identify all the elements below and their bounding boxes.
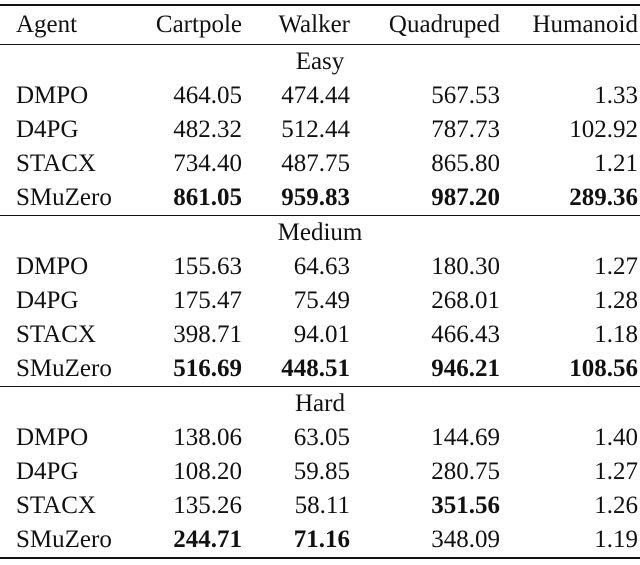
humanoid-score-cell: 1.18 — [594, 321, 638, 348]
column-header-agent: Agent — [0, 4, 130, 45]
agent-cell: SMuZero — [0, 523, 130, 559]
table-row: SMuZero 516.69 448.51 946.21 108.56 — [0, 352, 640, 387]
table-body: Easy DMPO 464.05 474.44 567.53 1.33 D4PG 482.32… — [0, 44, 640, 559]
cartpole-score-cell: 108.20 — [173, 458, 242, 485]
table-row: DMPO 155.63 64.63 180.30 1.27 — [0, 250, 640, 284]
cartpole-score-cell: 464.05 — [173, 82, 242, 109]
humanoid-score-cell: 1.19 — [500, 523, 640, 559]
agent-cell: D4PG — [16, 116, 79, 143]
humanoid-score-cell: 102.92 — [569, 116, 638, 143]
agent-cell: STACX — [16, 492, 96, 519]
column-header-humanoid: Humanoid — [500, 4, 640, 45]
humanoid-score-cell: 1.40 — [594, 424, 638, 451]
quadruped-score-cell: 180.30 — [431, 253, 500, 280]
agent-cell: D4PG — [16, 458, 79, 485]
column-header-quadruped: Quadruped — [350, 4, 500, 45]
agent-cell: DMPO — [16, 253, 89, 280]
walker-score-cell: 959.83 — [281, 184, 350, 211]
quadruped-score-cell: 987.20 — [431, 184, 500, 211]
agent-cell: STACX — [16, 150, 96, 177]
walker-score-cell: 474.44 — [281, 82, 350, 109]
table-row: D4PG 108.20 59.85 280.75 1.27 — [0, 455, 640, 489]
walker-score-cell: 75.49 — [293, 287, 350, 314]
agent-cell: STACX — [16, 321, 96, 348]
results-table: Agent Cartpole Walker Quadruped Humanoid… — [0, 4, 640, 559]
humanoid-score-cell: 1.27 — [594, 253, 638, 280]
column-header-cartpole: Cartpole — [130, 4, 242, 45]
agent-cell: DMPO — [16, 82, 89, 109]
humanoid-score-cell: 1.33 — [594, 82, 638, 109]
table-row: D4PG 175.47 75.49 268.01 1.28 — [0, 284, 640, 318]
cartpole-score-cell: 734.40 — [173, 150, 242, 177]
quadruped-score-cell: 144.69 — [431, 424, 500, 451]
table-row: SMuZero 244.71 71.16 348.09 1.19 — [0, 523, 640, 559]
cartpole-score-cell: 516.69 — [173, 355, 242, 382]
table-row: DMPO 138.06 63.05 144.69 1.40 — [0, 421, 640, 455]
cartpole-score-cell: 155.63 — [173, 253, 242, 280]
walker-score-cell: 59.85 — [293, 458, 350, 485]
table-row: STACX 734.40 487.75 865.80 1.21 — [0, 147, 640, 181]
table-row: DMPO 464.05 474.44 567.53 1.33 — [0, 79, 640, 113]
walker-score-cell: 448.51 — [281, 355, 350, 382]
header-row: Agent Cartpole Walker Quadruped Humanoid — [0, 4, 640, 45]
quadruped-score-cell: 268.01 — [431, 287, 500, 314]
quadruped-score-cell: 787.73 — [431, 116, 500, 143]
quadruped-score-cell: 351.56 — [431, 492, 500, 519]
cartpole-score-cell: 138.06 — [173, 424, 242, 451]
section-header-row: Easy — [0, 44, 640, 79]
cartpole-score-cell: 244.71 — [130, 523, 242, 559]
cartpole-score-cell: 398.71 — [173, 321, 242, 348]
humanoid-score-cell: 1.28 — [594, 287, 638, 314]
section-label: Medium — [0, 215, 640, 250]
section-label: Easy — [0, 44, 640, 79]
agent-cell: D4PG — [16, 287, 79, 314]
walker-score-cell: 71.16 — [242, 523, 350, 559]
cartpole-score-cell: 861.05 — [173, 184, 242, 211]
table-row: D4PG 482.32 512.44 787.73 102.92 — [0, 113, 640, 147]
quadruped-score-cell: 466.43 — [431, 321, 500, 348]
cartpole-score-cell: 175.47 — [173, 287, 242, 314]
humanoid-score-cell: 1.26 — [594, 492, 638, 519]
quadruped-score-cell: 946.21 — [431, 355, 500, 382]
table-row: STACX 135.26 58.11 351.56 1.26 — [0, 489, 640, 523]
table-header: Agent Cartpole Walker Quadruped Humanoid — [0, 4, 640, 45]
cartpole-score-cell: 135.26 — [173, 492, 242, 519]
table-row: SMuZero 861.05 959.83 987.20 289.36 — [0, 181, 640, 216]
walker-score-cell: 487.75 — [281, 150, 350, 177]
humanoid-score-cell: 289.36 — [569, 184, 638, 211]
walker-score-cell: 63.05 — [293, 424, 350, 451]
humanoid-score-cell: 1.27 — [594, 458, 638, 485]
section-label: Hard — [0, 386, 640, 421]
agent-cell: DMPO — [16, 424, 89, 451]
section-header-row: Hard — [0, 386, 640, 421]
walker-score-cell: 64.63 — [293, 253, 350, 280]
walker-score-cell: 94.01 — [293, 321, 350, 348]
table-row: STACX 398.71 94.01 466.43 1.18 — [0, 318, 640, 352]
cartpole-score-cell: 482.32 — [173, 116, 242, 143]
humanoid-score-cell: 1.21 — [594, 150, 638, 177]
quadruped-score-cell: 567.53 — [431, 82, 500, 109]
quadruped-score-cell: 280.75 — [431, 458, 500, 485]
walker-score-cell: 512.44 — [281, 116, 350, 143]
walker-score-cell: 58.11 — [294, 492, 350, 519]
agent-cell: SMuZero — [16, 184, 112, 211]
humanoid-score-cell: 108.56 — [569, 355, 638, 382]
quadruped-score-cell: 865.80 — [431, 150, 500, 177]
section-header-row: Medium — [0, 215, 640, 250]
column-header-walker: Walker — [242, 4, 350, 45]
quadruped-score-cell: 348.09 — [350, 523, 500, 559]
agent-cell: SMuZero — [16, 355, 112, 382]
